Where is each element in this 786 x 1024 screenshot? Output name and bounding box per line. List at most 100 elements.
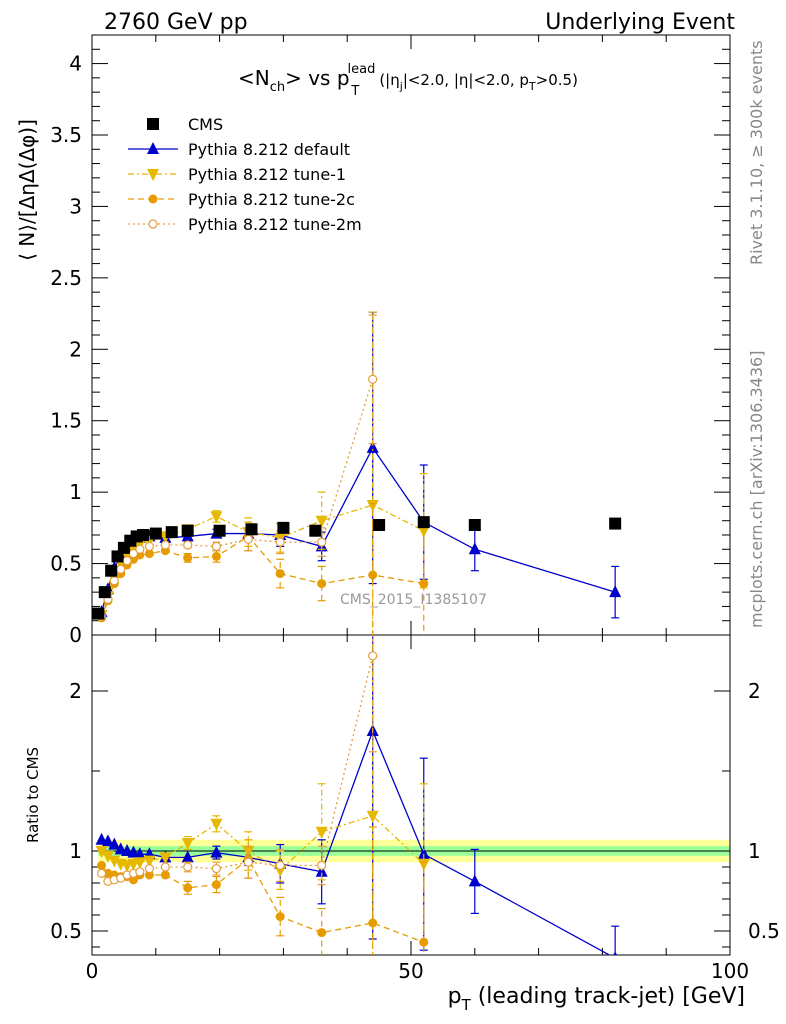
data-point: [210, 511, 223, 524]
plot-title-cuts: (|η: [379, 71, 399, 89]
header-right: Underlying Event: [545, 10, 735, 35]
ratio-y-tick-label: 2: [69, 679, 82, 703]
ratio-y-tick-label-right: 1: [748, 839, 761, 863]
series-pythia-8-212-tune-2m: [96, 635, 378, 887]
legend-item: Pythia 8.212 default: [128, 140, 350, 159]
plot-title-cuts: >0.5): [536, 71, 578, 89]
legend-marker: [147, 118, 159, 130]
series-line: [100, 446, 616, 613]
plot-title-cuts: |<2.0, |η|<2.0, p: [403, 71, 529, 89]
main-series-layer: [92, 311, 622, 635]
data-point: [368, 651, 378, 661]
x-axis-label-p: p: [448, 984, 462, 1009]
data-point: [183, 553, 193, 563]
data-point: [417, 525, 430, 538]
data-point: [183, 883, 193, 893]
data-point: [419, 579, 429, 589]
data-point: [149, 527, 162, 540]
data-point: [317, 537, 327, 547]
data-point: [144, 863, 155, 874]
mcplots-reference-text: mcplots.cern.ch [arXiv:1306.3436]: [747, 351, 766, 628]
data-point: [144, 541, 155, 552]
data-point: [468, 519, 481, 531]
x-tick-label: 50: [398, 959, 423, 983]
data-point: [122, 556, 132, 566]
ratio-y-tick-label-right: 2: [748, 679, 761, 703]
data-point: [317, 579, 327, 589]
plot-title-sub: T: [528, 80, 536, 93]
data-point: [317, 860, 327, 871]
data-point: [95, 846, 108, 858]
data-point: [128, 875, 138, 885]
data-point: [144, 870, 154, 880]
data-point: [275, 860, 285, 871]
y-axis-label-main: ⟨ N⟩/[ΔηΔ(Δφ)]: [15, 119, 39, 261]
data-point: [183, 540, 193, 550]
ratio-y-tick-label-right: 0.5: [748, 919, 780, 943]
legend-marker: [148, 194, 158, 204]
plot-title-part: <N: [238, 66, 270, 90]
data-point: [165, 526, 178, 539]
plot-title-sub: ch: [270, 80, 285, 95]
data-point: [368, 918, 378, 928]
data-point: [315, 515, 328, 528]
data-point: [133, 857, 146, 870]
plot-title-sup: lead: [348, 62, 376, 77]
series-pythia-8-212-default: [95, 311, 622, 619]
data-point: [419, 937, 429, 947]
data-point: [613, 951, 618, 955]
data-point: [159, 852, 172, 865]
legend-label: Pythia 8.212 tune-2m: [188, 215, 362, 234]
x-tick-label: 0: [86, 959, 99, 983]
data-point: [144, 549, 154, 559]
data-point: [368, 570, 378, 580]
series-pythia-8-212-tune-2m: [96, 314, 378, 622]
data-point: [243, 534, 253, 544]
x-axis-label: pT (leading track-jet) [GeV]: [448, 984, 745, 1014]
plot-title-sub: T: [350, 84, 359, 99]
data-point: [160, 870, 170, 880]
plot-title: <Nch> vs plead T(|ηj|<2.0, |η|<2.0, pT>0.…: [238, 62, 578, 99]
data-point: [211, 541, 222, 552]
data-point: [137, 529, 150, 541]
data-point: [133, 847, 146, 860]
data-point: [275, 912, 285, 922]
data-point: [143, 855, 156, 868]
plot-title-sub: j: [399, 80, 403, 93]
data-point: [275, 569, 285, 579]
y-tick-label: 1: [69, 480, 82, 504]
series-pythia-8-212-tune-1: [95, 311, 430, 635]
data-point: [243, 857, 253, 867]
rivet-version-text: Rivet 3.1.10, ≥ 300k events: [747, 40, 766, 265]
legend-item: CMS: [147, 115, 223, 134]
data-point: [160, 540, 170, 550]
y-tick-label: 3.5: [50, 123, 82, 147]
data-point: [116, 564, 126, 574]
ratio-y-tick-label: 0.5: [50, 919, 82, 943]
data-point: [609, 517, 622, 530]
series-cms: [92, 516, 622, 620]
data-point: [211, 551, 221, 561]
legend-label: CMS: [188, 115, 223, 134]
data-point: [211, 863, 222, 874]
ratio-y-tick-label: 1: [69, 839, 82, 863]
data-point: [181, 850, 194, 863]
x-axis-label-rest: (leading track-jet) [GeV]: [471, 984, 745, 1009]
data-point: [417, 847, 430, 860]
y-tick-label: 0.5: [50, 552, 82, 576]
data-point: [317, 928, 327, 938]
data-point: [373, 519, 386, 531]
data-point: [210, 845, 223, 858]
data-point: [245, 523, 258, 536]
legend: CMS Pythia 8.212 default Pythia 8.212 tune…: [128, 115, 362, 234]
data-point: [101, 834, 114, 847]
series-line: [100, 379, 374, 617]
y-axis-label-ratio: Ratio to CMS: [24, 747, 42, 843]
data-point: [105, 564, 118, 577]
data-point: [417, 516, 430, 529]
data-point: [210, 818, 223, 831]
y-tick-label: 0: [69, 623, 82, 647]
data-point: [101, 850, 114, 863]
